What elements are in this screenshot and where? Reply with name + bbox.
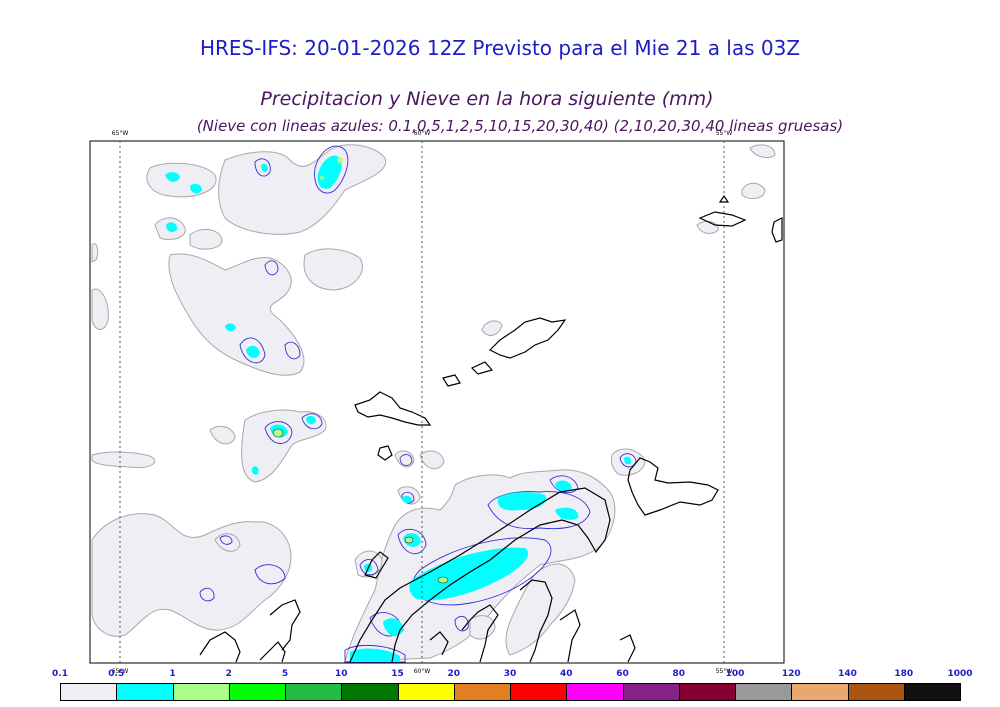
colorbar-swatch (622, 683, 680, 701)
colorbar-label: 80 (672, 669, 686, 679)
colorbar-swatch (903, 683, 961, 701)
colorbar-swatch (847, 683, 905, 701)
lon-label-top-55w: 55°W (715, 130, 733, 137)
colorbar-label: 1 (169, 669, 176, 679)
colorbar-swatch (60, 683, 118, 701)
colorbar-swatch (510, 683, 568, 701)
colorbar-label: 120 (781, 669, 801, 679)
longitude-gridlines (119, 141, 725, 663)
colorbar-swatch (116, 683, 174, 701)
colorbar-label: 30 (503, 669, 517, 679)
colorbar-label: 10 (334, 669, 348, 679)
lon-label-bottom-60w: 60°W (413, 668, 431, 675)
colorbar-label: 140 (838, 669, 857, 679)
map-subtitle: Precipitacion y Nieve en la hora siguien… (260, 88, 714, 110)
lon-label-top-60w: 60°W (413, 130, 431, 137)
coastlines (199, 194, 783, 663)
colorbar-swatch (228, 683, 286, 701)
colorbar-label: 40 (559, 669, 573, 679)
lon-label-bottom-55w: 55°W (715, 668, 733, 675)
colorbar-swatch (566, 683, 624, 701)
colorbar-label: 15 (391, 669, 404, 679)
colorbar-label: 1000 (947, 669, 973, 679)
colorbar-label: 100 (725, 669, 745, 679)
colorbar-label: 20 (447, 669, 461, 679)
lon-label-top-65w: 65°W (111, 130, 129, 137)
colorbar-swatch (285, 683, 343, 701)
lon-label-bottom-65w: 65°W (111, 668, 129, 675)
colorbar-label: 60 (616, 669, 629, 679)
colorbar-label: 5 (281, 669, 289, 679)
colorbar-swatch (341, 683, 399, 701)
precip-cyan (165, 155, 632, 662)
colorbar-swatch (678, 683, 736, 701)
colorbar-swatch (735, 683, 793, 701)
colorbar-label: 0.1 (52, 669, 68, 679)
precip-green (272, 157, 449, 584)
colorbar-label: 2 (225, 669, 232, 679)
colorbar-swatch (397, 683, 455, 701)
colorbar-swatch (172, 683, 230, 701)
colorbar-swatch (453, 683, 511, 701)
colorbar-label: 180 (894, 669, 914, 679)
colorbar-label: 0.5 (108, 669, 125, 679)
colorbar-swatch (791, 683, 849, 701)
map-legend-note: (Nieve con lineas azules: 0.1,0.5,1,2,5,… (196, 117, 844, 135)
page-title: HRES-IFS: 20-01-2026 12Z Previsto para e… (199, 36, 801, 60)
